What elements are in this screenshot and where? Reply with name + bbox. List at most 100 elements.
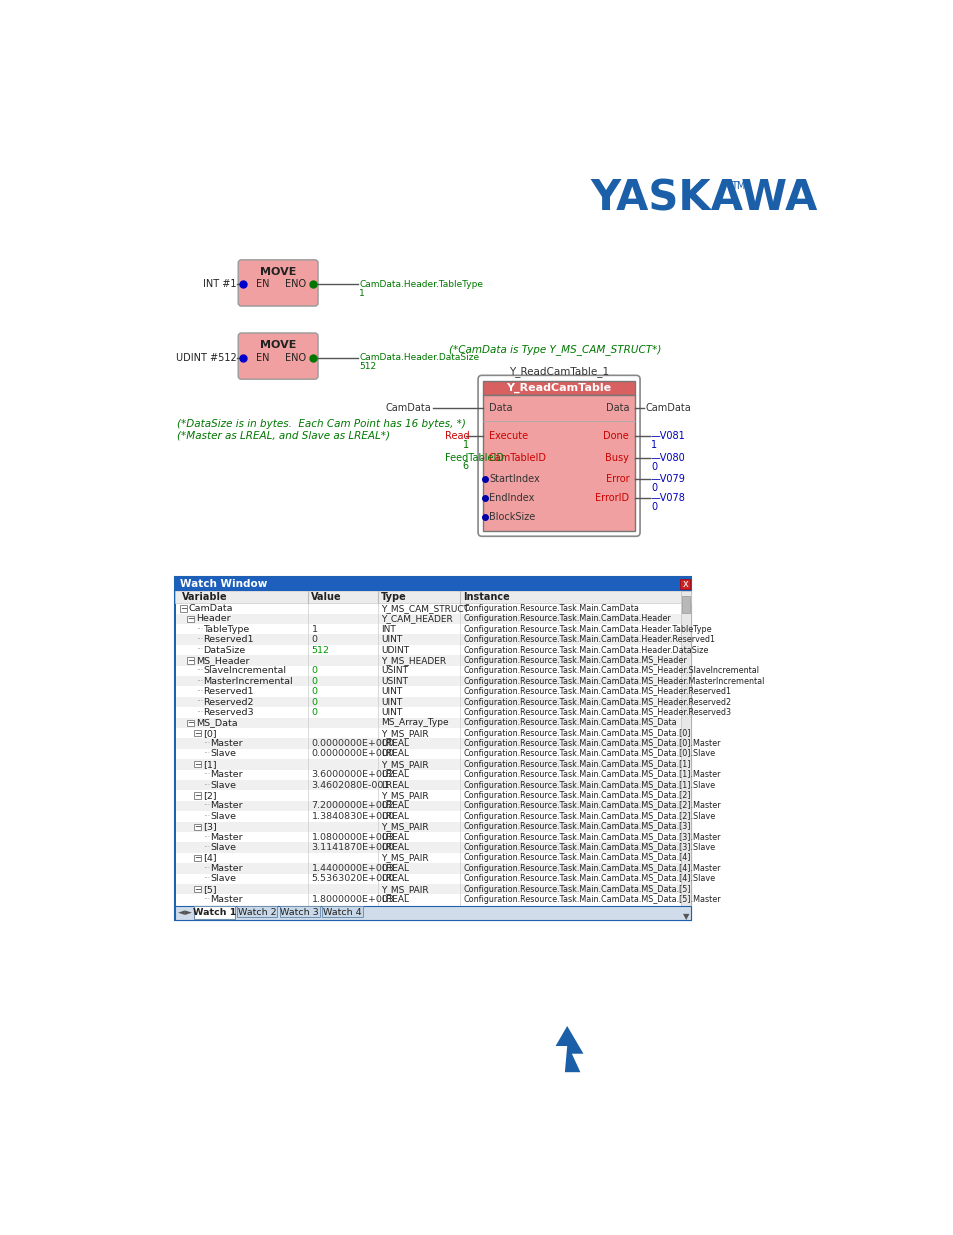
Text: Y_MS_HEADER: Y_MS_HEADER bbox=[381, 656, 446, 664]
FancyBboxPatch shape bbox=[175, 821, 680, 832]
Text: CamData: CamData bbox=[189, 604, 233, 613]
FancyBboxPatch shape bbox=[187, 720, 193, 726]
FancyBboxPatch shape bbox=[193, 906, 235, 919]
FancyBboxPatch shape bbox=[175, 603, 680, 614]
FancyBboxPatch shape bbox=[175, 811, 680, 821]
Text: Configuration.Resource.Task.Main.CamData.MS_Data.[3].Slave: Configuration.Resource.Task.Main.CamData… bbox=[463, 844, 715, 852]
FancyBboxPatch shape bbox=[175, 781, 680, 790]
FancyBboxPatch shape bbox=[194, 885, 200, 892]
Text: Y_CAM_HEADER: Y_CAM_HEADER bbox=[381, 614, 453, 624]
Text: —V078: —V078 bbox=[650, 493, 685, 503]
Text: Variable: Variable bbox=[182, 592, 228, 603]
Text: ···: ··· bbox=[195, 687, 203, 697]
Text: ENO: ENO bbox=[284, 279, 305, 289]
Text: Configuration.Resource.Task.Main.CamData.MS_Data.[5].Master: Configuration.Resource.Task.Main.CamData… bbox=[463, 895, 720, 904]
Text: 512: 512 bbox=[311, 646, 329, 655]
Text: ENO: ENO bbox=[284, 353, 305, 363]
Text: −: − bbox=[187, 614, 193, 624]
Text: Configuration.Resource.Task.Main.CamData.MS_Data.[0].Slave: Configuration.Resource.Task.Main.CamData… bbox=[463, 750, 715, 758]
FancyBboxPatch shape bbox=[175, 687, 680, 697]
Text: Done: Done bbox=[603, 431, 629, 441]
Text: Y_ReadCamTable_1: Y_ReadCamTable_1 bbox=[509, 366, 608, 377]
Text: 0: 0 bbox=[311, 698, 317, 706]
Text: Configuration.Resource.Task.Main.CamData.MS_Data.[2].Slave: Configuration.Resource.Task.Main.CamData… bbox=[463, 811, 715, 821]
Text: CamData.Header.TableType: CamData.Header.TableType bbox=[358, 280, 482, 289]
Text: TableType: TableType bbox=[203, 625, 249, 634]
Text: LREAL: LREAL bbox=[381, 771, 409, 779]
Text: 1.8000000E+003: 1.8000000E+003 bbox=[311, 895, 394, 904]
Text: 3.4602080E-001: 3.4602080E-001 bbox=[311, 781, 390, 789]
Text: Y_MS_PAIR: Y_MS_PAIR bbox=[381, 729, 429, 737]
Text: Slave: Slave bbox=[210, 781, 235, 789]
Text: EN: EN bbox=[255, 353, 269, 363]
Text: Master: Master bbox=[210, 895, 242, 904]
Text: Slave: Slave bbox=[210, 844, 235, 852]
FancyBboxPatch shape bbox=[174, 592, 691, 603]
Text: Configuration.Resource.Task.Main.CamData.Header.DataSize: Configuration.Resource.Task.Main.CamData… bbox=[463, 646, 708, 655]
Text: −: − bbox=[180, 604, 187, 613]
FancyBboxPatch shape bbox=[175, 676, 680, 687]
Text: Configuration.Resource.Task.Main.CamData.MS_Header.SlaveIncremental: Configuration.Resource.Task.Main.CamData… bbox=[463, 667, 759, 676]
Text: —V079: —V079 bbox=[650, 473, 685, 484]
Text: Configuration.Resource.Task.Main.CamData.MS_Data.[1].Slave: Configuration.Resource.Task.Main.CamData… bbox=[463, 781, 715, 789]
Text: Watch 2: Watch 2 bbox=[237, 908, 276, 916]
Text: Configuration.Resource.Task.Main.CamData.MS_Header.Reserved1: Configuration.Resource.Task.Main.CamData… bbox=[463, 687, 731, 697]
Text: ErrorID: ErrorID bbox=[595, 493, 629, 503]
Text: ···: ··· bbox=[203, 874, 210, 883]
Text: Header: Header bbox=[195, 614, 231, 624]
Text: Type: Type bbox=[381, 592, 407, 603]
Text: CamData: CamData bbox=[385, 403, 431, 412]
Text: MOVE: MOVE bbox=[259, 341, 296, 351]
Text: Master: Master bbox=[210, 832, 242, 842]
Text: ···: ··· bbox=[203, 811, 210, 821]
Text: Y_MS_CAM_STRUCT: Y_MS_CAM_STRUCT bbox=[381, 604, 469, 613]
Text: [1]: [1] bbox=[203, 760, 216, 769]
Text: Reserved1: Reserved1 bbox=[203, 687, 253, 697]
FancyBboxPatch shape bbox=[194, 761, 200, 767]
Text: LREAL: LREAL bbox=[381, 802, 409, 810]
Text: Configuration.Resource.Task.Main.CamData.MS_Data.[2].Master: Configuration.Resource.Task.Main.CamData… bbox=[463, 802, 720, 810]
Text: Watch Window: Watch Window bbox=[179, 579, 267, 589]
Text: 0: 0 bbox=[650, 483, 657, 493]
FancyBboxPatch shape bbox=[194, 824, 200, 830]
Text: 1: 1 bbox=[311, 625, 317, 634]
Text: Watch 3: Watch 3 bbox=[280, 908, 319, 916]
Text: −: − bbox=[193, 853, 201, 862]
FancyBboxPatch shape bbox=[175, 645, 680, 656]
Text: Read: Read bbox=[444, 431, 469, 441]
Text: EndIndex: EndIndex bbox=[488, 493, 534, 503]
Text: LREAL: LREAL bbox=[381, 874, 409, 883]
Text: ···: ··· bbox=[203, 802, 210, 810]
Text: Value: Value bbox=[311, 592, 342, 603]
Text: Busy: Busy bbox=[605, 453, 629, 463]
Text: 0.0000000E+000: 0.0000000E+000 bbox=[311, 750, 394, 758]
Text: ···: ··· bbox=[195, 677, 203, 685]
Text: −: − bbox=[193, 792, 201, 800]
Text: Y_MS_PAIR: Y_MS_PAIR bbox=[381, 853, 429, 862]
Text: CamData.Header.DataSize: CamData.Header.DataSize bbox=[358, 353, 478, 362]
Text: Configuration.Resource.Task.Main.CamData.MS_Header.Reserved3: Configuration.Resource.Task.Main.CamData… bbox=[463, 708, 731, 716]
Text: UDINT: UDINT bbox=[381, 646, 409, 655]
Text: Configuration.Resource.Task.Main.CamData.MS_Data.[0]: Configuration.Resource.Task.Main.CamData… bbox=[463, 729, 690, 737]
Text: ···: ··· bbox=[203, 863, 210, 873]
Text: (*CamData is Type Y_MS_CAM_STRUCT*): (*CamData is Type Y_MS_CAM_STRUCT*) bbox=[448, 345, 660, 356]
FancyBboxPatch shape bbox=[174, 577, 691, 592]
Text: 3.1141870E+000: 3.1141870E+000 bbox=[311, 844, 394, 852]
Text: −: − bbox=[193, 760, 201, 769]
Text: Slave: Slave bbox=[210, 750, 235, 758]
Text: Configuration.Resource.Task.Main.CamData.MS_Data.[2]: Configuration.Resource.Task.Main.CamData… bbox=[463, 792, 690, 800]
Text: TM: TM bbox=[731, 182, 745, 191]
Text: ►: ► bbox=[185, 908, 192, 918]
Text: (*Master as LREAL, and Slave as LREAL*): (*Master as LREAL, and Slave as LREAL*) bbox=[177, 431, 390, 441]
Text: −: − bbox=[193, 729, 201, 737]
Text: ···: ··· bbox=[203, 771, 210, 779]
FancyBboxPatch shape bbox=[174, 577, 691, 920]
Text: Master: Master bbox=[210, 863, 242, 873]
Text: MS_Array_Type: MS_Array_Type bbox=[381, 719, 448, 727]
Text: 512: 512 bbox=[358, 362, 375, 372]
Text: Watch 1: Watch 1 bbox=[193, 908, 236, 918]
FancyBboxPatch shape bbox=[175, 656, 680, 666]
Text: UINT: UINT bbox=[381, 708, 402, 716]
FancyBboxPatch shape bbox=[187, 657, 193, 663]
FancyBboxPatch shape bbox=[175, 800, 680, 811]
